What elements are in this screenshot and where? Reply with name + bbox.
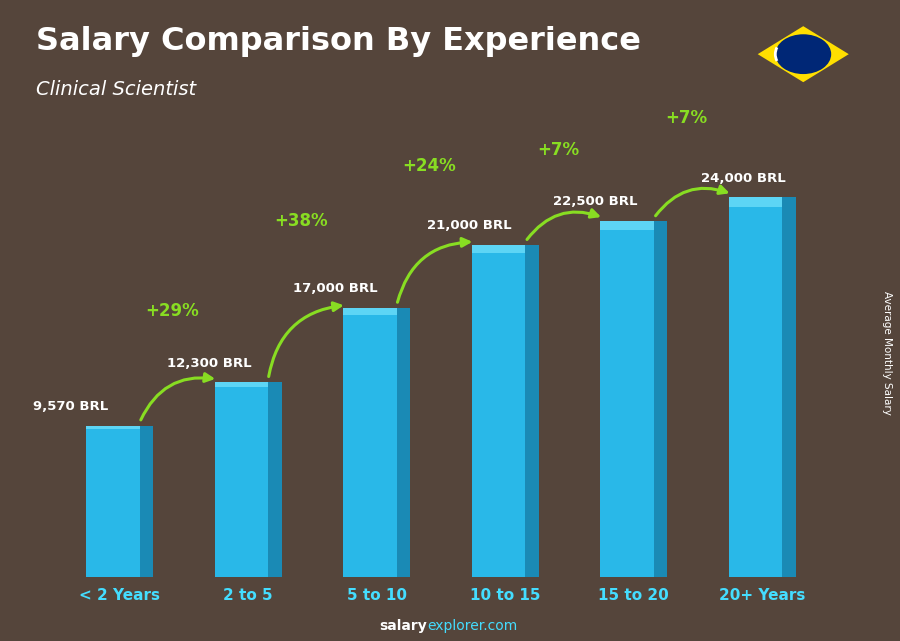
Text: 21,000 BRL: 21,000 BRL <box>427 219 511 232</box>
Bar <box>729 197 782 577</box>
Text: Salary Comparison By Experience: Salary Comparison By Experience <box>36 26 641 56</box>
Circle shape <box>775 34 832 74</box>
Text: +7%: +7% <box>537 141 580 159</box>
Bar <box>268 383 282 577</box>
Text: +7%: +7% <box>666 110 707 128</box>
Bar <box>215 383 268 387</box>
Bar <box>600 221 654 230</box>
Text: 22,500 BRL: 22,500 BRL <box>553 196 637 208</box>
Bar <box>215 383 268 577</box>
Bar <box>600 221 654 577</box>
Text: Clinical Scientist: Clinical Scientist <box>36 80 196 99</box>
Text: 24,000 BRL: 24,000 BRL <box>701 172 786 185</box>
Bar <box>86 426 140 429</box>
Text: explorer.com: explorer.com <box>428 619 518 633</box>
Bar <box>140 426 153 577</box>
Bar <box>397 308 410 577</box>
Text: Average Monthly Salary: Average Monthly Salary <box>881 290 892 415</box>
Bar <box>86 426 140 577</box>
Text: +24%: +24% <box>402 157 456 175</box>
Bar <box>729 197 782 207</box>
Text: +38%: +38% <box>274 212 328 230</box>
Text: 17,000 BRL: 17,000 BRL <box>293 283 378 296</box>
Text: +29%: +29% <box>146 303 199 320</box>
Bar <box>782 197 796 577</box>
Bar <box>472 245 526 577</box>
Bar <box>654 221 667 577</box>
Bar <box>526 245 539 577</box>
Text: 12,300 BRL: 12,300 BRL <box>167 357 252 370</box>
Text: 9,570 BRL: 9,570 BRL <box>33 400 108 413</box>
Bar <box>472 245 526 253</box>
Bar <box>343 308 397 315</box>
Bar <box>343 308 397 577</box>
Text: salary: salary <box>380 619 428 633</box>
Polygon shape <box>758 26 849 82</box>
